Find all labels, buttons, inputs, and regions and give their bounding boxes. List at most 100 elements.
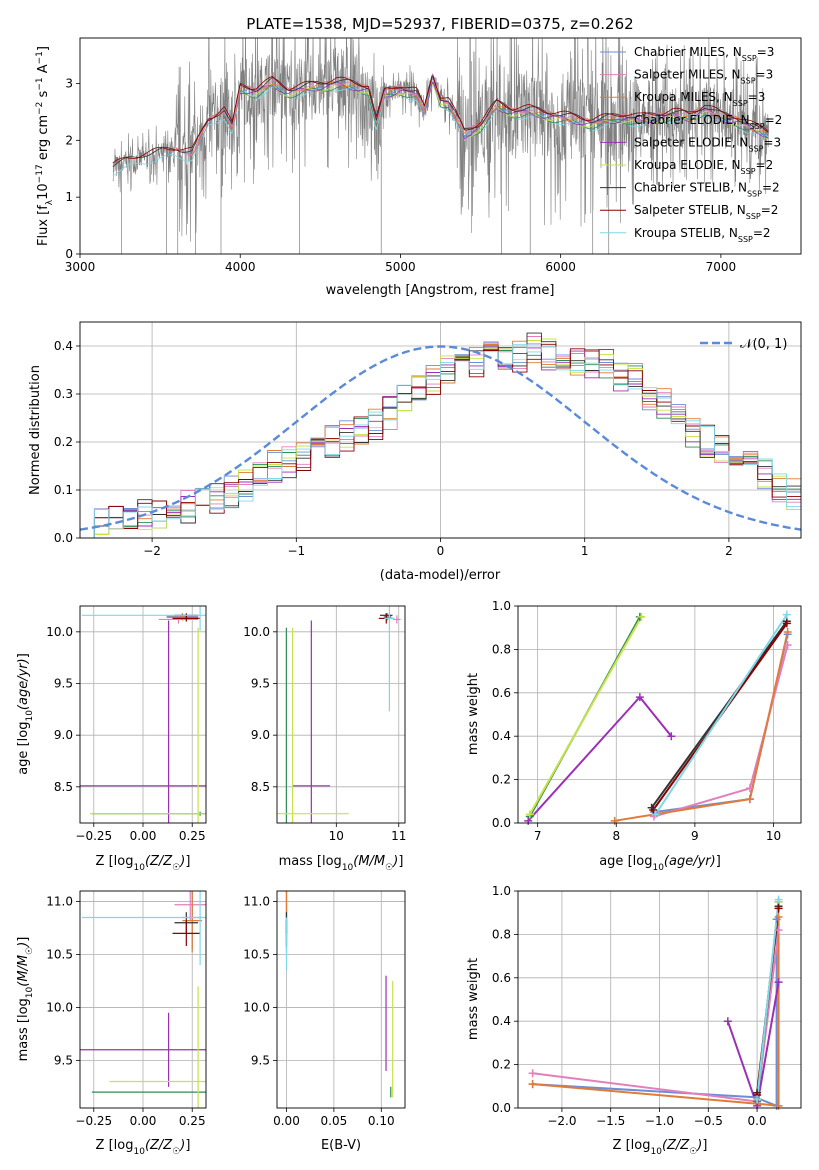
x-tick-label: 10 [766,829,781,843]
x-label-part: (Z/Z [145,1138,173,1153]
legend-name: Kroupa ELODIE, N [634,158,741,172]
residual-panel: −2 −1 0 1 2 0.0 0.1 0.2 0.3 0.4 𝒩(0, 1) (data-model… [28,321,802,583]
y-tick-label: 1.0 [492,884,511,898]
x-label-part: ] [185,1138,190,1153]
legend-entry: Kroupa STELIB, NSSP=2 [634,226,771,244]
x-tick-label: 0.10 [368,1114,395,1128]
y-tick-label: 0.8 [492,927,511,941]
y-tick-label: 8.5 [54,780,73,794]
legend-sub: SSP [747,189,762,198]
x-tick-label: 3000 [65,260,96,274]
weight-marker [774,926,783,935]
legend-name: Kroupa MILES, N [634,90,733,104]
label-part: ☉ [25,947,35,955]
y-tick-label: 9.5 [251,1053,270,1067]
label-part: ] [16,653,31,658]
weight-line [527,695,673,822]
legend-name: Chabrier MILES, N [634,45,742,59]
y-tick-label: 0.3 [54,387,73,401]
label-part: ] [398,854,403,869]
legend-entry: Kroupa ELODIE, NSSP=2 [634,158,773,176]
label-part: ) [392,854,398,869]
weight-marker [637,612,646,621]
plot-area [80,322,801,538]
weight-marker [782,610,791,619]
z-weight-panel: −2.0 −1.5 −1.0 −0.5 0.0 0.0 0.2 0.4 0.6 0.8 1.0 Z [… [466,884,802,1157]
x-axis-label: Z [log10(Z/Z☉)] [96,1138,191,1157]
y-tick-label: 11.0 [46,895,73,909]
weight-marker [635,693,644,702]
y-tick-label: 9.0 [54,728,73,742]
axes-frame [517,890,802,1109]
model-spectrum [223,81,769,140]
y-axis-label-part: Flux [f [36,205,51,246]
legend-name: Salpeter ELODIE, N [634,135,748,149]
y-axis-label-part: 10 [36,183,51,200]
y-axis-label: mass weight [466,958,481,1040]
legend-count: =2 [762,181,780,195]
model-spectrum [112,75,769,168]
y-axis-label-part: −1 [35,51,45,64]
legend-entry: Salpeter MILES, NSSP=3 [634,68,773,86]
axes-frame [79,890,207,1109]
ebv-mass-panel: 0.00 0.05 0.10 9.5 10.0 10.5 11.0 E(B-V) [243,890,406,1153]
axes-frame [276,890,406,1109]
x-tick-label: 0.25 [179,1114,206,1128]
y-tick-label: 10.5 [46,948,73,962]
label-part: 10 [25,986,35,998]
weight-marker [667,732,676,741]
x-axis-label: E(B-V) [321,1138,361,1153]
x-axis-label: Z [log10(Z/Z☉)] [613,1138,708,1157]
legend-count: =2 [753,226,771,240]
legend-entry: Salpeter STELIB, NSSP=2 [634,203,778,221]
residual-histogram [80,344,801,538]
x-tick-label: 0 [437,544,445,558]
y-tick-label: 11.0 [243,895,270,909]
x-label-part: ] [702,1138,707,1153]
label-part: (M/M [353,854,385,869]
x-label-part: ☉ [172,1147,180,1157]
legend-name: Salpeter STELIB, N [634,203,746,217]
x-label-part: ) [179,854,185,869]
y-tick-label: 0.1 [54,483,73,497]
weight-marker [525,810,534,819]
y-axis-label: Flux [fλ10−17 erg cm−2 s−1 A−1] [35,46,55,246]
plot-area [277,606,405,823]
z-mass-panel: −0.25 0.00 0.259.510.010.511.0Z [log10(Z/Z… [16,890,207,1157]
normal-curve [80,345,801,531]
legend-name: Chabrier STELIB, N [634,181,747,195]
legend-sub: SSP [738,234,753,243]
x-tick-label: −2 [143,544,161,558]
y-tick-label: 0.8 [492,642,511,656]
weight-line [650,620,788,809]
legend-entry: Chabrier ELODIE, NSSP=2 [634,113,782,131]
axes-frame [517,605,802,824]
x-label-part: ] [185,854,190,869]
legend-sub: SSP [742,54,757,63]
legend-name: Kroupa STELIB, N [634,226,738,240]
y-tick-label: 8.5 [251,780,270,794]
x-tick-label: −0.5 [694,1114,723,1128]
legend-count: =2 [756,158,774,172]
label-part: (M/M [16,955,31,987]
spectrum-panel: 3000 4000 5000 6000 7000 0 1 2 3 wavelength [Angs… [35,37,802,298]
x-tick-label: 5000 [385,260,416,274]
x-axis-label: Z [log10(Z/Z☉)] [96,854,191,873]
weight-marker [774,895,783,904]
y-tick-label: 1 [65,190,73,204]
legend-entry: Chabrier STELIB, NSSP=2 [634,181,780,199]
legend-count: =2 [765,113,783,127]
x-tick-label: 1 [581,544,589,558]
x-tick-label: 7 [534,829,542,843]
legend-entry: Kroupa MILES, NSSP=3 [634,90,765,108]
x-label-part: ☉ [689,1147,697,1157]
y-tick-label: 10.0 [243,625,270,639]
y-tick-label: 0.2 [492,773,511,787]
axes-frame [79,37,802,255]
weight-marker [610,816,619,825]
legend-entry: 𝒩(0, 1) [740,337,787,352]
label-part: mass [log [279,854,342,869]
weight-line [756,899,780,1100]
